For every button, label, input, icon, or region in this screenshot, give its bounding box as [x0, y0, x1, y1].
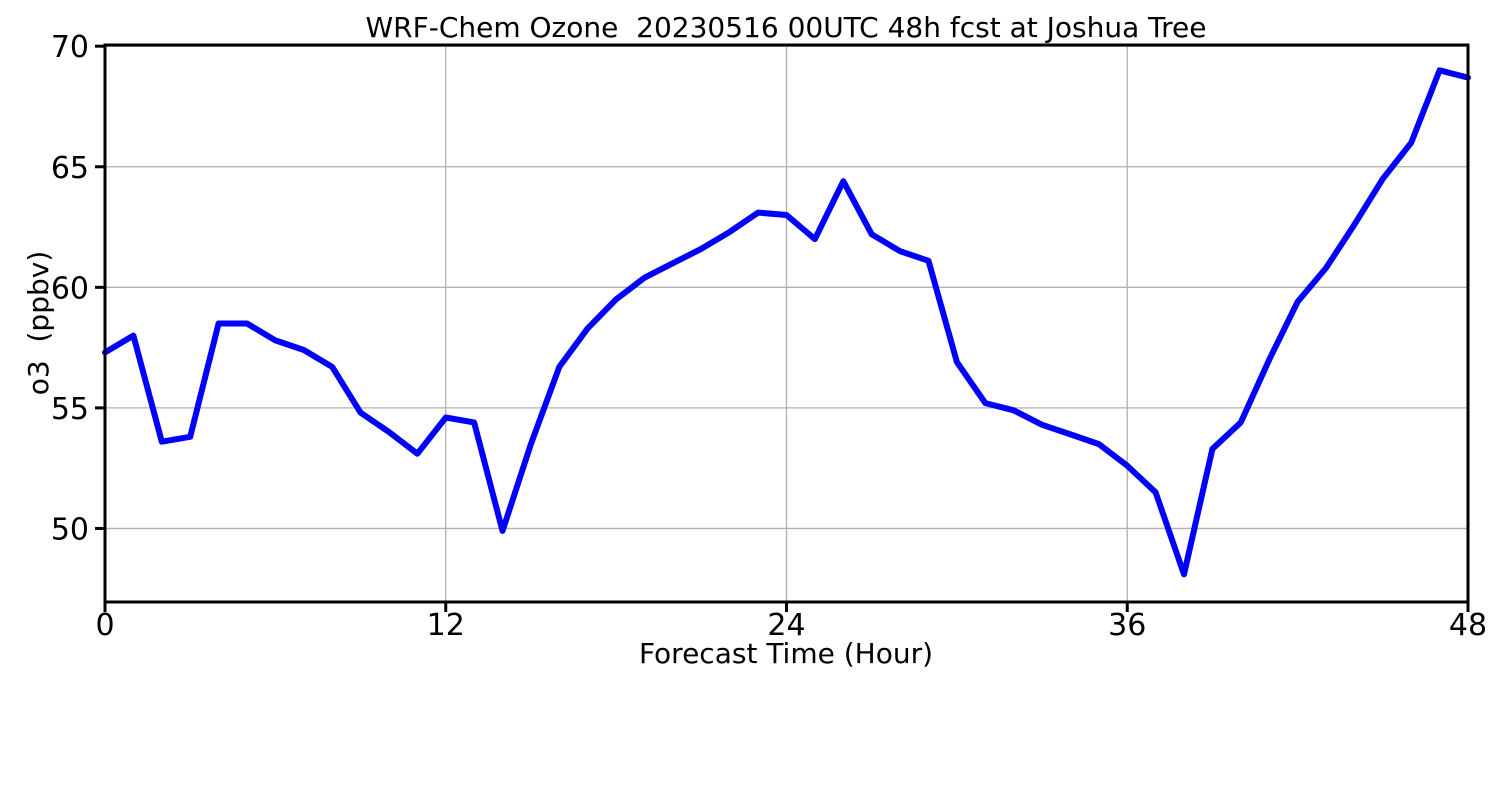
x-tick-label: 24	[767, 608, 805, 643]
y-tick-label: 65	[51, 151, 89, 186]
chart-title: WRF-Chem Ozone 20230516 00UTC 48h fcst a…	[365, 11, 1206, 44]
x-tick-label: 36	[1108, 608, 1146, 643]
x-tick-label: 12	[427, 608, 465, 643]
tick-labels: 0 12 24 36 48 50 55 60 65 70	[51, 30, 1487, 643]
y-axis-label: o3 (ppbv)	[22, 251, 55, 395]
y-tick-label: 70	[51, 30, 89, 65]
x-tick-label: 48	[1449, 608, 1487, 643]
x-tick-label: 0	[95, 608, 114, 643]
gridlines	[104, 45, 1469, 602]
y-tick-label: 50	[51, 512, 89, 547]
axis-ticks	[95, 44, 1470, 612]
ozone-series-line	[102, 67, 1471, 578]
y-tick-label: 55	[51, 392, 89, 427]
y-tick-label: 60	[51, 271, 89, 306]
x-axis-label: Forecast Time (Hour)	[639, 637, 933, 670]
